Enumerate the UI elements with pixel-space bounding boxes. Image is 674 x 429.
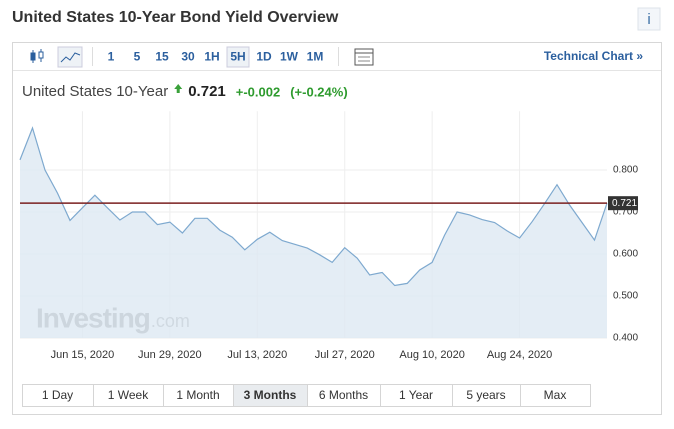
interval-button[interactable]: 5 <box>134 50 141 64</box>
range-button[interactable]: 1 Month <box>176 388 219 402</box>
x-tick-label: Jun 29, 2020 <box>138 349 202 361</box>
quote-change: +-0.002 <box>236 84 280 99</box>
y-tick-label: 0.600 <box>613 249 638 260</box>
quote-price: 0.721 <box>188 83 226 100</box>
quote-change-pct: (+-0.24%) <box>290 84 347 99</box>
info-box[interactable] <box>637 7 661 31</box>
x-tick-label: Aug 10, 2020 <box>399 349 464 361</box>
up-arrow <box>174 84 183 93</box>
range-button-bg[interactable] <box>520 384 591 407</box>
y-tick-label: 0.500 <box>613 291 638 302</box>
interval-selected-bg[interactable] <box>226 46 250 68</box>
interval-button[interactable]: 1H <box>204 50 219 64</box>
y-tick-label: 0.400 <box>613 333 638 344</box>
candle-icon[interactable] <box>30 49 44 63</box>
range-button[interactable]: 1 Day <box>42 388 73 402</box>
area-icon <box>60 52 81 63</box>
range-button[interactable]: Max <box>544 388 567 402</box>
last-price-label: 0.721 <box>612 198 637 209</box>
controls: 1 5 15 30 1H 5H 1D 1W 1M1 Day 1 Week 1 Month 3 Mont… <box>22 46 591 407</box>
interval-button[interactable]: 15 <box>155 50 169 64</box>
range-button[interactable]: 1 Year <box>399 388 433 402</box>
plot: 0.400 0.500 0.600 0.700 0.800 Jun 15, 2020 Jun… <box>19 111 638 361</box>
x-tick-label: Jul 13, 2020 <box>227 349 287 361</box>
interval-button[interactable]: 5H <box>230 50 245 64</box>
last-price-box <box>608 196 638 211</box>
price-line <box>19 126 608 287</box>
interval-button[interactable]: 1 <box>108 50 115 64</box>
x-tick-label: Jul 27, 2020 <box>315 349 375 361</box>
page-title: United States 10-Year Bond Yield Overvie… <box>12 9 339 26</box>
x-tick-label: Jun 15, 2020 <box>51 349 115 361</box>
y-tick-label: 0.700 <box>613 207 638 218</box>
interval-button[interactable]: 1M <box>307 50 324 64</box>
quote-name: United States 10-Year <box>22 83 168 100</box>
interval-button[interactable]: 1W <box>280 50 299 64</box>
x-tick-label: Aug 24, 2020 <box>487 349 552 361</box>
interval-button[interactable]: 30 <box>181 50 195 64</box>
technical-chart-link[interactable]: Technical Chart » <box>544 49 643 63</box>
interval-button[interactable]: 1D <box>256 50 272 64</box>
range-button[interactable]: 3 Months <box>244 388 297 402</box>
y-tick-label: 0.800 <box>613 165 638 176</box>
range-button[interactable]: 5 years <box>466 388 505 402</box>
range-button[interactable]: 1 Week <box>108 388 149 402</box>
area-fill <box>20 128 607 338</box>
area-icon-box[interactable] <box>57 46 83 68</box>
range-button[interactable]: 6 Months <box>319 388 368 402</box>
info-icon[interactable]: i <box>647 11 650 28</box>
table-icon[interactable] <box>354 48 374 66</box>
